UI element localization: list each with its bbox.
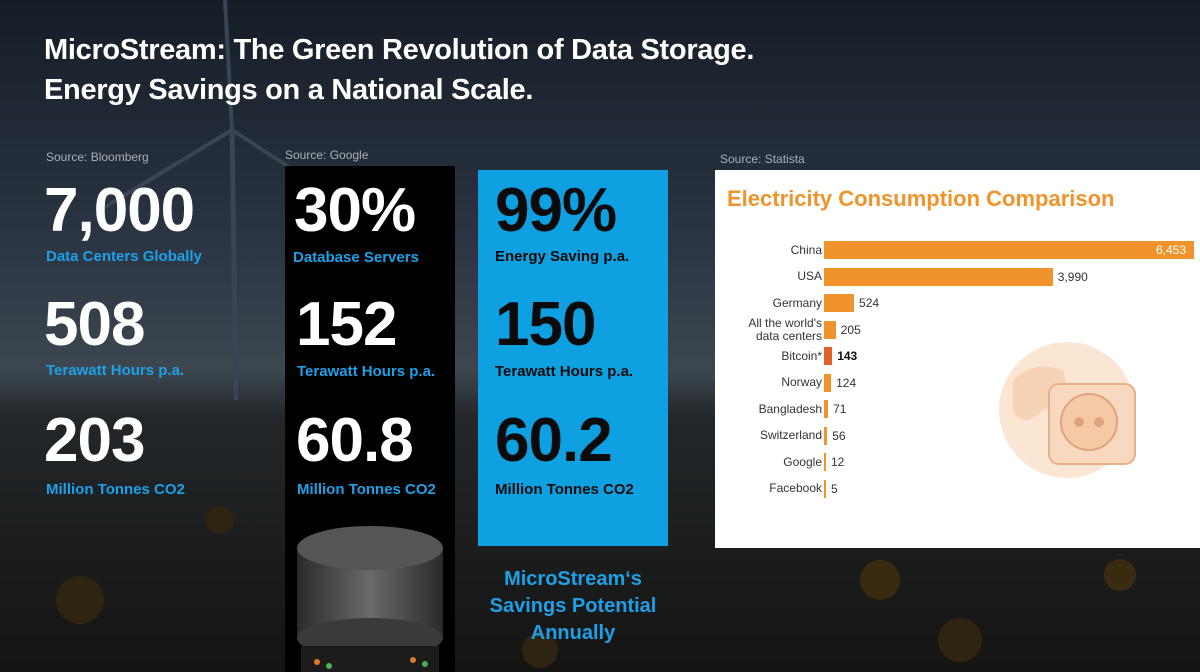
database-icon: [297, 526, 443, 672]
caption-line: Savings Potential: [489, 595, 657, 617]
chart-bar: [824, 241, 1194, 259]
stat-value: 99%: [495, 176, 617, 245]
stat-value: 203: [44, 406, 145, 475]
database-servers-panel: 30% Database Servers 152 Terawatt Hours …: [285, 166, 455, 672]
chart-category-label: All the world's data centers: [748, 315, 822, 343]
chart-category-label: Google: [783, 454, 822, 469]
stat-value: 150: [495, 290, 596, 359]
chart-category-label: Switzerland: [759, 428, 822, 442]
page-title: MicroStream: The Green Revolution of Dat…: [44, 30, 754, 110]
stat-value: 508: [44, 290, 145, 359]
chart-category-label: Facebook: [769, 481, 822, 495]
chart-value-label: 71: [833, 402, 847, 416]
stat-label: Data Centers Globally: [46, 248, 202, 265]
chart-value-label: 6,453: [1156, 243, 1187, 257]
chart-category-label: Bitcoin*: [781, 348, 822, 363]
sunflower-field: [56, 506, 1136, 668]
chart-value-label: 3,990: [1057, 269, 1088, 284]
stat-label: Terawatt Hours p.a.: [297, 363, 436, 380]
stat-label: Million Tonnes CO2: [46, 481, 185, 498]
chart-value-label: 56: [832, 428, 846, 443]
chart-value-label: 5: [831, 481, 838, 496]
stat-value: 60.8: [296, 406, 414, 475]
title-line-1: MicroStream: The Green Revolution of Dat…: [44, 34, 755, 66]
source-bloomberg: Source: Bloomberg: [46, 150, 149, 164]
chart-value-label: 524: [859, 296, 880, 310]
globe-plug-icon: [999, 342, 1136, 478]
title-line-2: Energy Savings on a National Scale.: [44, 74, 534, 106]
caption-line: Annually: [530, 622, 616, 644]
chart-category-label: Norway: [781, 375, 822, 389]
stat-label: Terawatt Hours p.a.: [46, 362, 185, 379]
chart-bar: [824, 426, 828, 445]
stat-label: Database Servers: [293, 249, 419, 266]
chart-bar: [824, 320, 836, 339]
chart-value-label: 205: [840, 322, 861, 337]
stat-value: 30%: [294, 176, 416, 245]
chart-bar: [824, 373, 832, 392]
chart-bar: [824, 400, 829, 418]
electricity-consumption-chart: Electricity Consumption Comparison China…: [715, 170, 1200, 548]
stat-value: 152: [296, 290, 397, 359]
stat-label: Energy Saving p.a.: [495, 248, 630, 265]
chart-bar: [824, 453, 826, 471]
chart-value-label: 143: [837, 349, 858, 363]
chart-bar: [824, 267, 1053, 286]
chart-category-label: Germany: [772, 295, 822, 310]
microstream-savings-panel: 99% Energy Saving p.a. 150 Terawatt Hour…: [478, 170, 668, 546]
chart-bar: [824, 294, 855, 312]
stat-label: Million Tonnes CO2: [297, 481, 436, 498]
savings-caption: MicroStream‘s Savings Potential Annually: [470, 566, 676, 647]
wind-turbine-icon: [98, 0, 342, 401]
chart-category-label: Bangladesh: [758, 401, 822, 416]
chart-category-label: China: [790, 242, 822, 257]
chart-bar: [824, 347, 833, 365]
source-statista: Source: Statista: [720, 152, 805, 166]
caption-line: MicroStream‘s: [504, 568, 642, 590]
source-google: Source: Google: [285, 148, 369, 162]
chart-value-label: 124: [836, 375, 857, 390]
chart-value-label: 12: [831, 455, 845, 469]
stat-label: Million Tonnes CO2: [495, 481, 634, 498]
stat-value: 7,000: [44, 176, 195, 245]
chart-category-label: USA: [797, 269, 822, 283]
chart-bar: [824, 479, 826, 498]
stat-value: 60.2: [495, 406, 613, 475]
stat-label: Terawatt Hours p.a.: [495, 363, 634, 380]
chart-title: Electricity Consumption Comparison: [727, 186, 1115, 211]
